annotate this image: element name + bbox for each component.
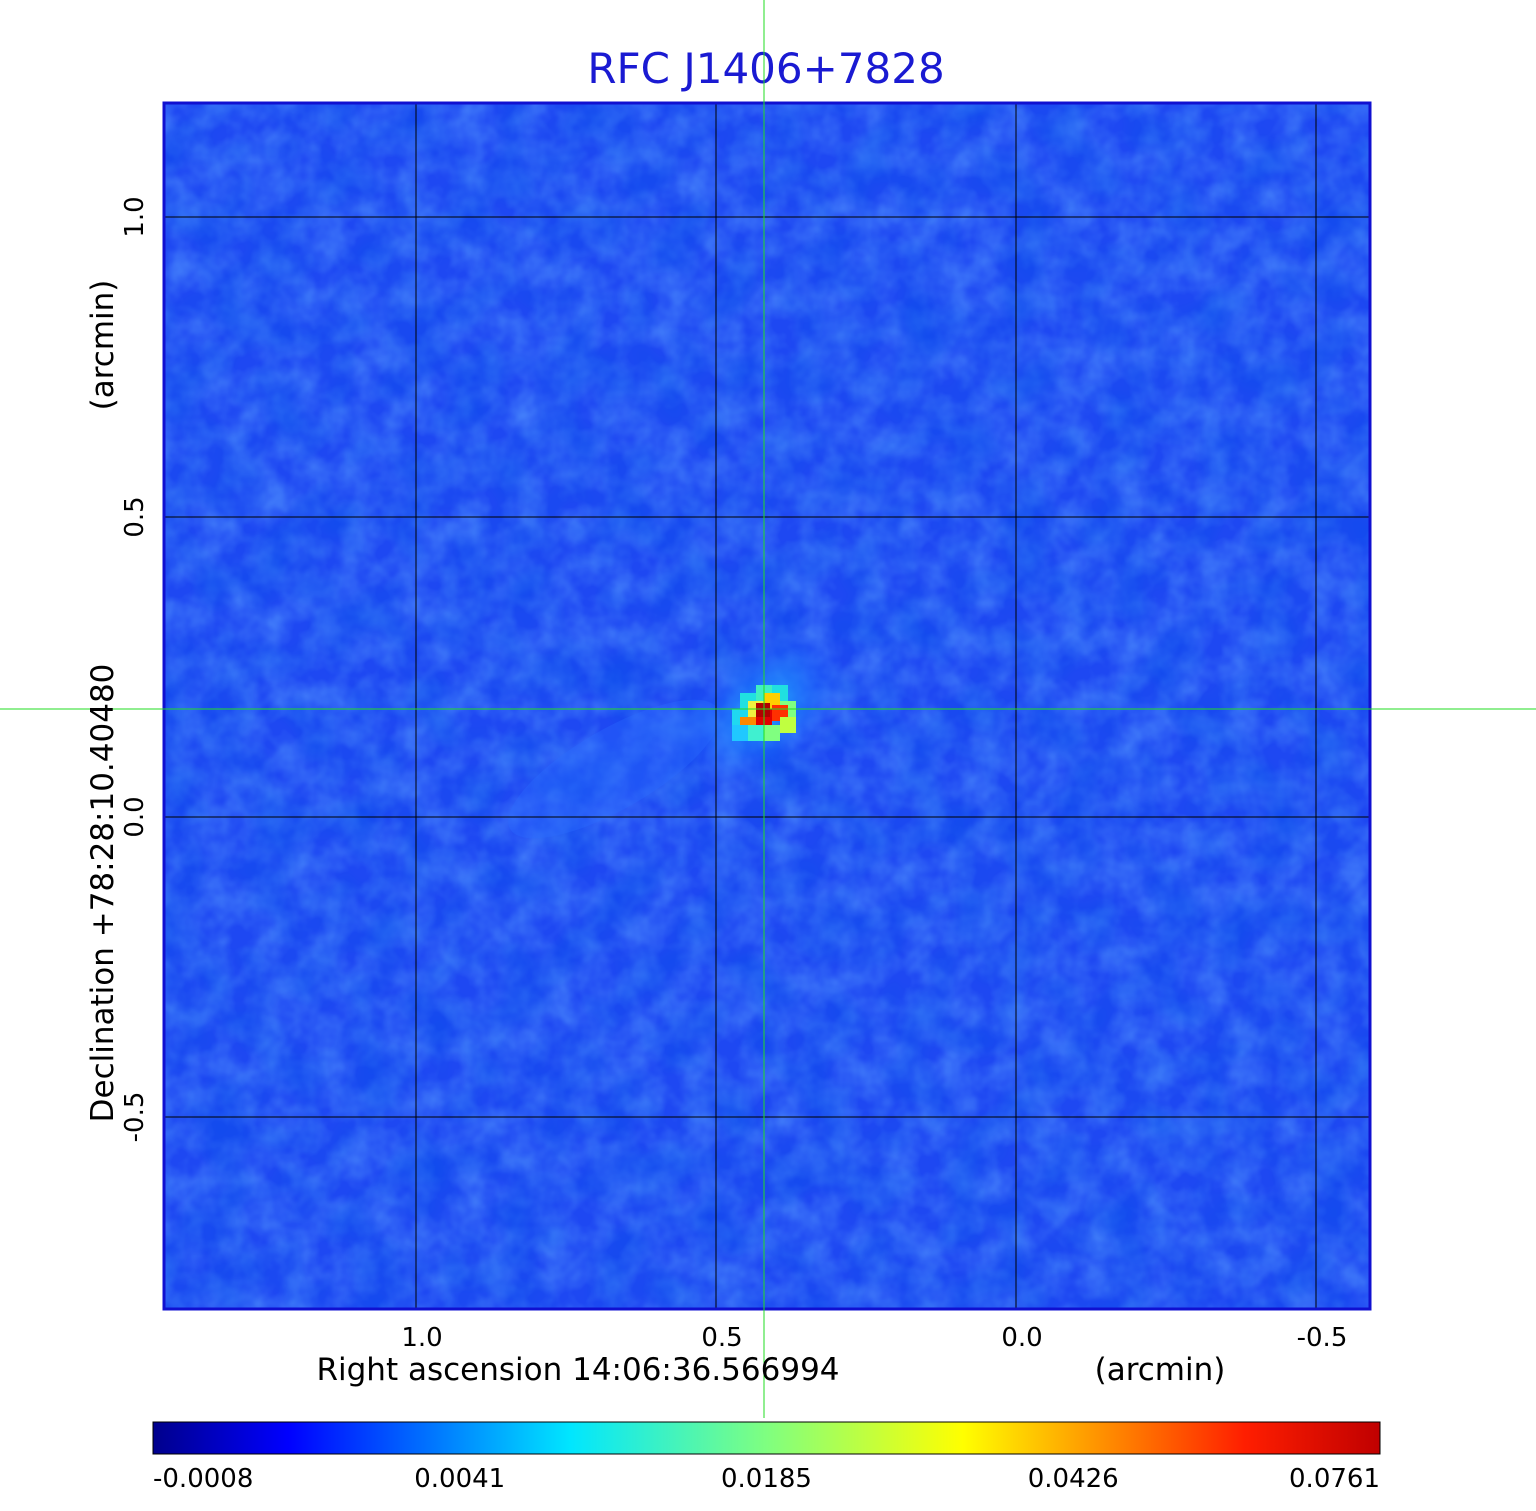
x-tick-label: 0.5 [701,1323,742,1353]
source-pixel [748,725,764,741]
colorbar-gradient [152,1421,1381,1455]
colorbar-tick-label: -0.0008 [153,1464,253,1494]
image-panel [164,103,1370,1309]
y-tick-labels: 1.0 0.5 0.0 -0.5 [120,196,150,1142]
x-tick-labels: 1.0 0.5 0.0 -0.5 [401,1323,1347,1353]
source-sidelobe [508,699,720,839]
crosshair [0,0,1536,1418]
colorbar: -0.0008 0.0041 0.0185 0.0426 0.0761 [152,1421,1381,1494]
x-axis-label: Right ascension 14:06:36.566994 [316,1352,839,1388]
x-tick-label: 1.0 [401,1323,442,1353]
y-tick-label: 0.0 [120,796,150,837]
x-tick-label: -0.5 [1297,1323,1348,1353]
colorbar-tick-label: 0.0041 [414,1464,505,1494]
colorbar-tick-labels: -0.0008 0.0041 0.0185 0.0426 0.0761 [153,1464,1380,1494]
coordinate-grid [164,103,1370,1309]
source-pixel [732,725,748,741]
colorbar-tick-label: 0.0185 [721,1464,812,1494]
source-peak-pixel [756,703,770,717]
y-axis-label: Declination +78:28:10.40480 [85,664,121,1123]
colorbar-tick-label: 0.0426 [1028,1464,1119,1494]
y-axis-unit: (arcmin) [85,280,121,411]
x-tick-label: 0.0 [1001,1323,1042,1353]
source-pixel [780,717,796,733]
y-tick-label: 0.5 [120,496,150,537]
colorbar-tick-label: 0.0761 [1289,1464,1380,1494]
source-pixel [764,725,780,741]
chart-title: RFC J1406+7828 [587,44,944,93]
y-tick-label: 1.0 [120,196,150,237]
x-axis-unit: (arcmin) [1095,1352,1226,1388]
plot-frame [162,101,1372,1311]
y-tick-label: -0.5 [120,1092,150,1143]
